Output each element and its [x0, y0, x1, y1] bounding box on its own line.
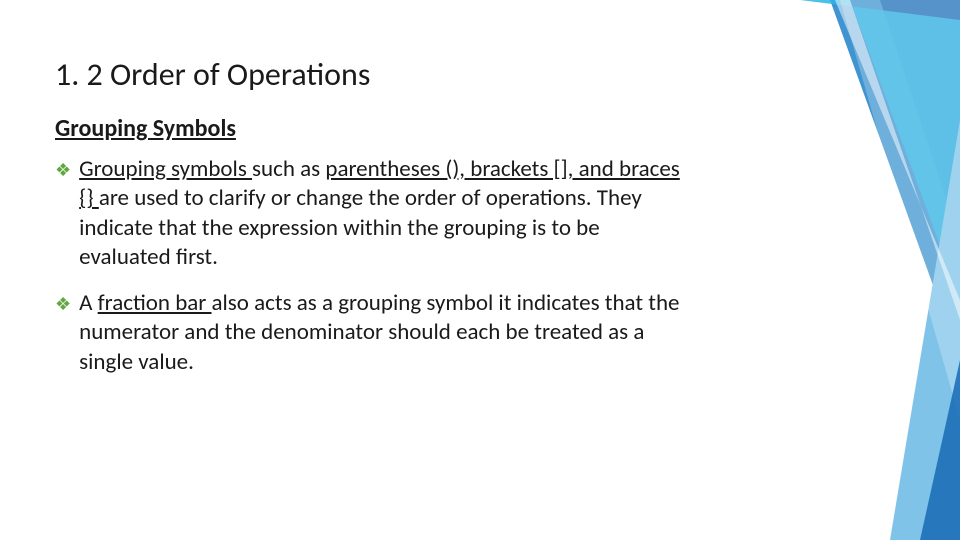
slide: 1. 2 Order of Operations Grouping Symbol… — [0, 0, 960, 540]
bullet-glyph: ❖ — [55, 155, 71, 185]
bullet-text: Grouping symbols such as parentheses (),… — [79, 155, 695, 273]
slide-title: 1. 2 Order of Operations — [55, 55, 695, 94]
bullet-item: ❖ A fraction bar also acts as a grouping … — [55, 289, 695, 377]
bullet-item: ❖ Grouping symbols such as parentheses ()… — [55, 155, 695, 273]
text-run: fraction bar — [98, 289, 212, 317]
text-run: Grouping symbols — [79, 155, 252, 183]
slide-content: 1. 2 Order of Operations Grouping Symbol… — [55, 55, 695, 393]
text-run: such as — [252, 155, 325, 183]
slide-subheading: Grouping Symbols — [55, 114, 695, 143]
text-run: A — [79, 289, 98, 317]
bullet-text: A fraction bar also acts as a grouping s… — [79, 289, 695, 377]
bullet-list: ❖ Grouping symbols such as parentheses ()… — [55, 155, 695, 377]
bullet-glyph: ❖ — [55, 289, 71, 319]
decorative-triangles — [740, 0, 960, 540]
text-run: are used to clarify or change the order … — [79, 184, 642, 271]
